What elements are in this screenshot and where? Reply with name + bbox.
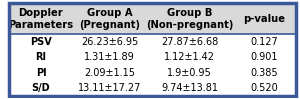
Text: 26.23±6.95: 26.23±6.95 bbox=[81, 37, 138, 47]
Text: 0.901: 0.901 bbox=[250, 52, 278, 62]
FancyBboxPatch shape bbox=[233, 34, 296, 50]
FancyBboxPatch shape bbox=[10, 80, 72, 96]
Text: PSV: PSV bbox=[30, 37, 52, 47]
FancyBboxPatch shape bbox=[72, 65, 147, 80]
Text: PI: PI bbox=[36, 68, 46, 78]
Text: 13.11±17.27: 13.11±17.27 bbox=[78, 83, 141, 93]
FancyBboxPatch shape bbox=[147, 80, 233, 96]
FancyBboxPatch shape bbox=[10, 3, 72, 34]
Text: S/D: S/D bbox=[32, 83, 50, 93]
Text: RI: RI bbox=[35, 52, 46, 62]
FancyBboxPatch shape bbox=[72, 50, 147, 65]
Text: 1.31±1.89: 1.31±1.89 bbox=[84, 52, 135, 62]
Text: 1.9±0.95: 1.9±0.95 bbox=[167, 68, 212, 78]
FancyBboxPatch shape bbox=[233, 65, 296, 80]
FancyBboxPatch shape bbox=[233, 80, 296, 96]
FancyBboxPatch shape bbox=[10, 65, 72, 80]
Text: 0.520: 0.520 bbox=[250, 83, 278, 93]
Text: Group B
(Non-pregnant): Group B (Non-pregnant) bbox=[146, 8, 233, 30]
FancyBboxPatch shape bbox=[72, 34, 147, 50]
Text: 2.09±1.15: 2.09±1.15 bbox=[84, 68, 135, 78]
FancyBboxPatch shape bbox=[147, 3, 233, 34]
Text: Group A
(Pregnant): Group A (Pregnant) bbox=[79, 8, 140, 30]
Text: Doppler
Parameters: Doppler Parameters bbox=[8, 8, 74, 30]
Text: 1.12±1.42: 1.12±1.42 bbox=[164, 52, 215, 62]
FancyBboxPatch shape bbox=[72, 3, 147, 34]
FancyBboxPatch shape bbox=[10, 50, 72, 65]
FancyBboxPatch shape bbox=[147, 34, 233, 50]
FancyBboxPatch shape bbox=[72, 80, 147, 96]
FancyBboxPatch shape bbox=[147, 65, 233, 80]
Text: 27.87±6.68: 27.87±6.68 bbox=[161, 37, 218, 47]
Text: 0.127: 0.127 bbox=[250, 37, 278, 47]
FancyBboxPatch shape bbox=[10, 34, 72, 50]
FancyBboxPatch shape bbox=[147, 50, 233, 65]
Text: 9.74±13.81: 9.74±13.81 bbox=[161, 83, 218, 93]
Text: p-value: p-value bbox=[243, 14, 285, 24]
Text: 0.385: 0.385 bbox=[250, 68, 278, 78]
FancyBboxPatch shape bbox=[233, 50, 296, 65]
FancyBboxPatch shape bbox=[233, 3, 296, 34]
